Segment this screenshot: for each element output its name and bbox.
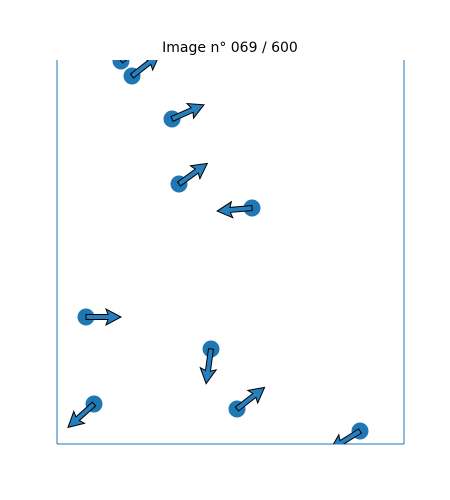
agent-4 <box>170 162 209 193</box>
heading-arrow <box>199 348 218 385</box>
agent-10 <box>329 422 369 444</box>
agent-1 <box>112 60 150 70</box>
heading-arrow <box>176 162 209 187</box>
agents-layer <box>67 60 369 444</box>
agent-marker <box>112 60 130 70</box>
agent-3 <box>163 102 205 128</box>
agent-5 <box>216 199 261 219</box>
heading-arrow <box>234 386 266 412</box>
heading-arrow <box>216 200 253 219</box>
heading-arrow <box>170 102 205 122</box>
heading-arrow <box>329 428 363 444</box>
heading-arrow <box>67 401 97 429</box>
agent-8 <box>67 395 103 429</box>
heading-arrow <box>129 60 161 79</box>
plot-area-border <box>56 60 405 445</box>
heading-arrow <box>118 60 150 64</box>
agent-7 <box>199 340 220 385</box>
agent-9 <box>228 386 266 418</box>
agent-2 <box>123 60 161 85</box>
agent-6 <box>77 307 123 327</box>
frame-title: Image n° 069 / 600 <box>162 40 298 56</box>
heading-arrow <box>85 307 123 327</box>
